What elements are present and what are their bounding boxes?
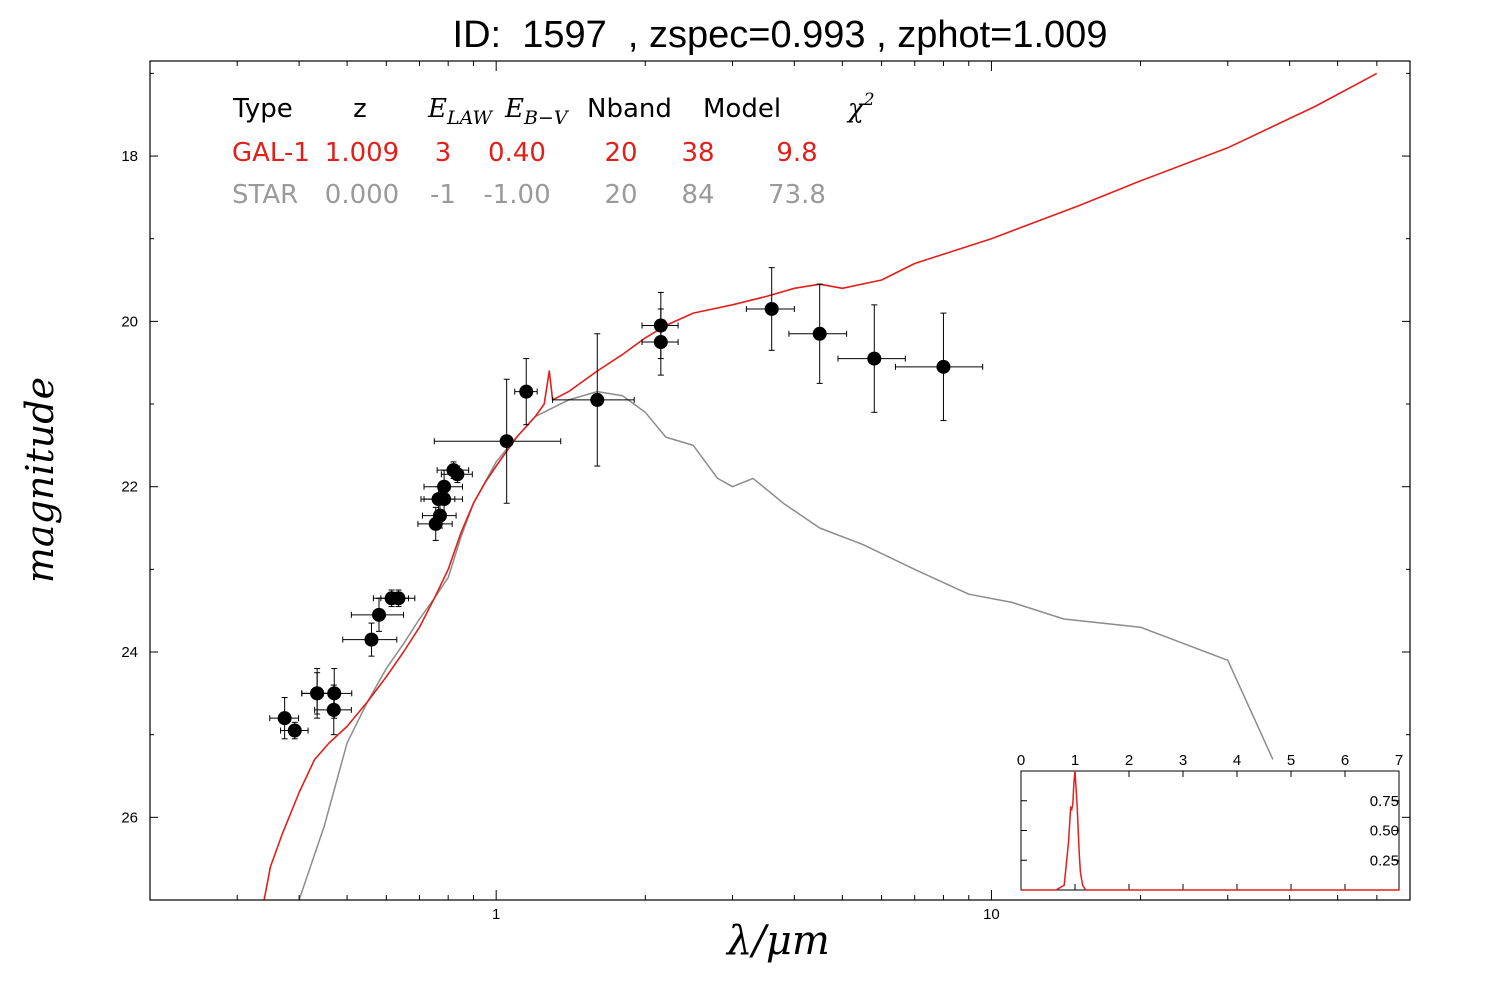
legend-header: EB−V <box>504 94 570 129</box>
y-tick-label: 20 <box>121 313 138 330</box>
x-tick-label: 1 <box>492 906 500 923</box>
redshift-pdf-inset: 0 1 2 3 4 5 6 7 0.25 0.50 0.75 <box>1017 752 1403 891</box>
x-tick-label: 10 <box>983 906 1000 923</box>
data-point <box>745 267 795 351</box>
data-point <box>350 597 405 632</box>
data-point <box>788 283 848 384</box>
data-point-marker <box>867 351 882 366</box>
data-point-marker <box>364 632 379 647</box>
star-legend-value: 73.8 <box>768 180 826 210</box>
data-point <box>342 622 398 657</box>
galaxy-legend-value: GAL-1 <box>232 138 310 168</box>
galaxy-legend-value: 20 <box>604 138 637 168</box>
data-point <box>552 333 635 467</box>
data-point-marker <box>590 392 605 407</box>
star-legend-value: 20 <box>604 180 637 210</box>
inset-y-tick-label: 0.75 <box>1370 793 1399 810</box>
data-point <box>894 312 984 422</box>
y-tick-label: 26 <box>121 809 138 826</box>
data-point-marker <box>519 384 534 399</box>
data-point <box>269 696 300 740</box>
star-legend-value: 0.000 <box>325 180 399 210</box>
data-point-marker <box>499 434 514 449</box>
x-axis-label: λ/μm <box>727 918 830 964</box>
data-point <box>514 358 538 426</box>
y-axis-label: magnitude <box>18 376 62 584</box>
galaxy-legend-value: 3 <box>435 138 452 168</box>
chart-title: ID: 1597 , zspec=0.993 , zphot=1.009 <box>452 14 1108 56</box>
data-point-marker <box>936 359 951 374</box>
inset-x-tick-label: 1 <box>1071 752 1079 769</box>
y-tick-label: 18 <box>121 148 138 165</box>
data-point-marker <box>450 467 465 482</box>
data-point <box>380 589 416 608</box>
data-point <box>440 465 473 484</box>
legend-table: Type z ELAW EB−V Nband Model χ2 GAL-1 1.009 3 0.40… <box>232 90 875 210</box>
data-point <box>641 308 679 376</box>
star-model-curve <box>298 390 1274 900</box>
y-tick-label: 22 <box>121 479 138 496</box>
y-tick-label: 24 <box>121 644 138 661</box>
legend-header: Model <box>703 94 781 124</box>
inset-x-tick-label: 4 <box>1233 752 1241 769</box>
star-legend-value: STAR <box>232 180 298 210</box>
data-point-marker <box>310 686 325 701</box>
inset-x-tick-label: 7 <box>1395 752 1403 769</box>
legend-header: Nband <box>587 94 672 124</box>
photometry-points <box>269 267 984 740</box>
data-point-marker <box>812 326 827 341</box>
legend-header: Type <box>232 94 293 124</box>
legend-header: z <box>353 94 367 124</box>
plot-frame <box>149 60 1411 901</box>
data-point <box>433 378 562 504</box>
inset-y-tick-label: 0.50 <box>1370 823 1399 840</box>
model-curves <box>263 72 1378 900</box>
galaxy-legend-value: 0.40 <box>488 138 546 168</box>
star-legend-value: -1 <box>430 180 456 210</box>
star-legend-value: -1.00 <box>483 180 550 210</box>
data-point-marker <box>432 508 447 523</box>
data-point <box>423 482 463 517</box>
inset-x-tick-label: 2 <box>1125 752 1133 769</box>
inset-frame <box>1020 770 1400 891</box>
data-point <box>422 502 457 529</box>
inset-pdf-curve <box>1021 770 1399 891</box>
galaxy-legend-value: 38 <box>681 138 714 168</box>
data-point-marker <box>287 723 302 738</box>
inset-x-tick-label: 3 <box>1179 752 1187 769</box>
data-point-marker <box>327 686 342 701</box>
inset-y-tick-label: 0.25 <box>1370 852 1399 869</box>
inset-x-tick-label: 6 <box>1341 752 1349 769</box>
galaxy-legend-value: 9.8 <box>776 138 817 168</box>
inset-x-tick-label: 5 <box>1287 752 1295 769</box>
data-point-marker <box>653 335 668 350</box>
legend-header: χ2 <box>846 90 875 124</box>
inset-x-tick-label: 0 <box>1017 752 1025 769</box>
data-point <box>280 721 309 740</box>
data-point-marker <box>277 711 292 726</box>
galaxy-legend-value: 1.009 <box>325 138 399 168</box>
data-point-marker <box>391 591 406 606</box>
data-point-marker <box>764 301 779 316</box>
data-point <box>837 304 906 413</box>
data-point-marker <box>372 607 387 622</box>
star-legend-value: 84 <box>681 180 714 210</box>
galaxy-model-curve <box>263 72 1378 900</box>
legend-header: ELAW <box>427 94 494 129</box>
data-point-marker <box>437 492 452 507</box>
data-point <box>301 672 332 715</box>
